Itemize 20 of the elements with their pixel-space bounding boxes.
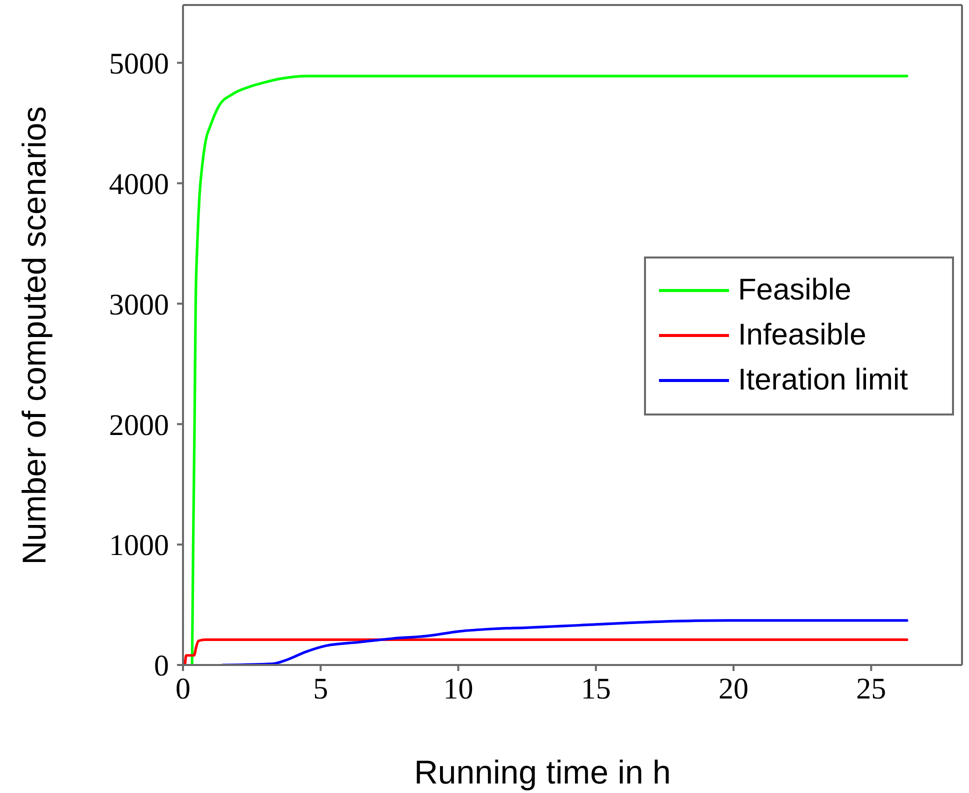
- line-series: [190, 74, 908, 665]
- y-axis-title: Number of computed scenarios: [16, 106, 52, 565]
- x-tick-label: 20: [718, 672, 749, 706]
- x-tick-label: 25: [856, 672, 886, 706]
- x-tick-label: 10: [443, 672, 474, 706]
- line-series: [221, 619, 908, 665]
- x-axis-title: Running time in h: [414, 754, 671, 790]
- x-tick-label: 15: [580, 672, 611, 706]
- y-tick-label: 0: [154, 650, 169, 683]
- legend-label: Feasible: [738, 274, 852, 308]
- legend-label: Infeasible: [738, 318, 866, 352]
- x-tick-label: 5: [313, 672, 328, 706]
- line-series: [184, 638, 908, 665]
- legend-label: Iteration limit: [738, 364, 908, 398]
- y-tick-label: 1000: [109, 529, 169, 562]
- y-tick-label: 4000: [109, 168, 169, 201]
- x-tick-label: 0: [176, 672, 190, 706]
- y-tick-label: 3000: [109, 288, 169, 322]
- y-tick-label: 2000: [109, 408, 169, 442]
- y-tick-label: 5000: [109, 47, 169, 80]
